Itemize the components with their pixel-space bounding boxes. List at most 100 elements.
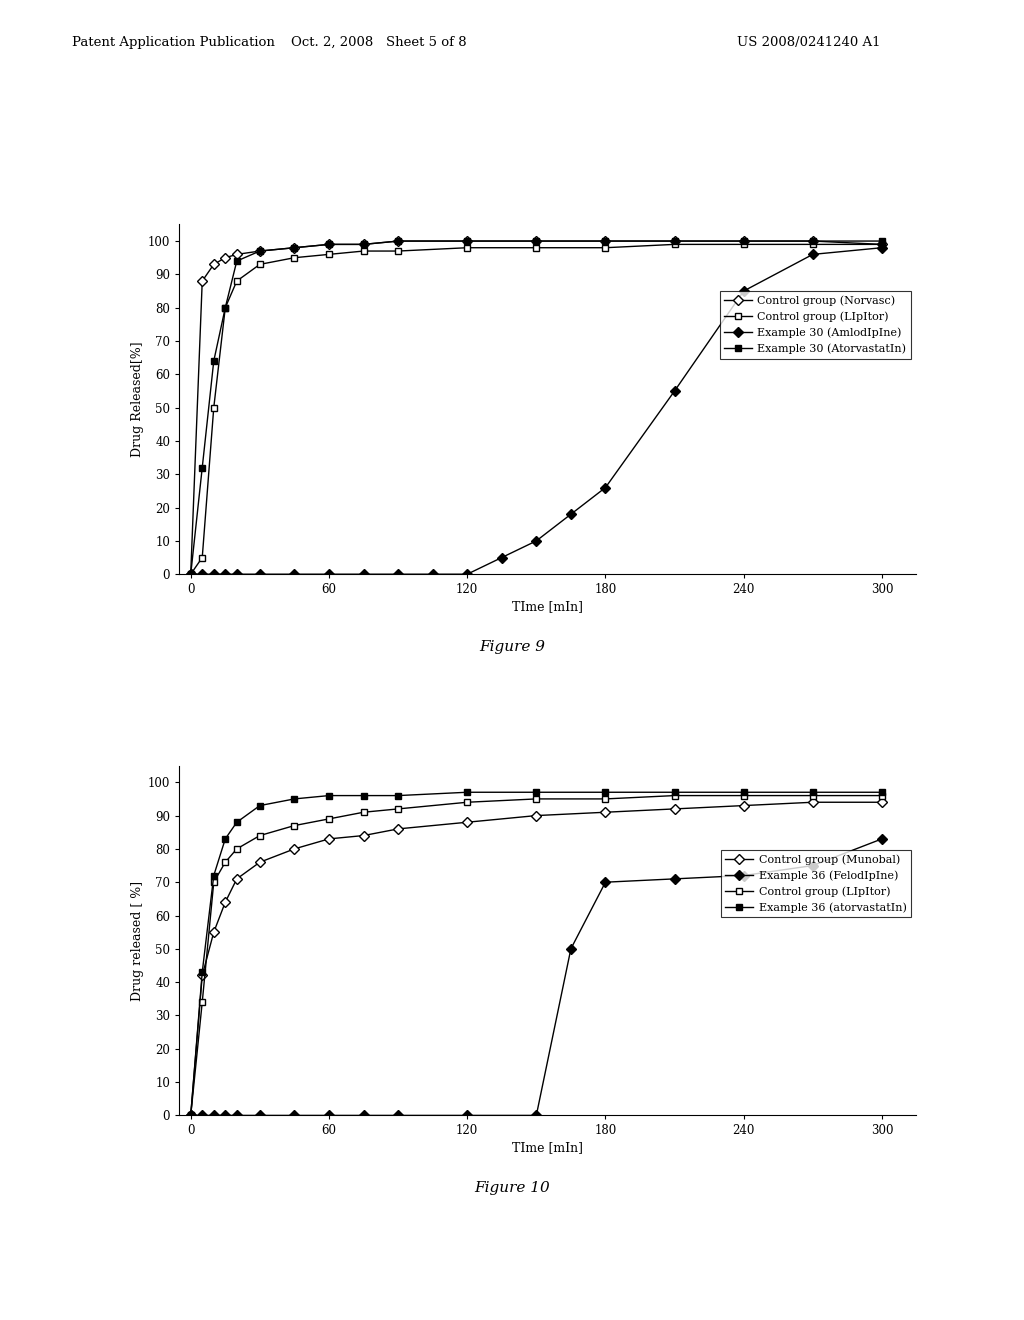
Control group (LIpItor)	[197, 994, 209, 1010]
Control group (Norvasc)	[208, 256, 220, 272]
Control group (Munobal)	[184, 1107, 197, 1123]
Example 30 (AmlodIpIne)	[184, 566, 197, 582]
Control group (LIpItor)	[461, 240, 473, 256]
Control group (Munobal)	[208, 924, 220, 940]
Example 30 (AtorvаstatIn)	[219, 300, 231, 315]
Example 30 (AmlodIpIne)	[461, 566, 473, 582]
Control group (LIpItor)	[669, 236, 681, 252]
Control group (LIpItor)	[807, 788, 819, 804]
Example 36 (atorvаstatIn)	[392, 788, 404, 804]
Control group (LIpItor)	[230, 273, 243, 289]
Example 36 (FelodIpIne)	[807, 858, 819, 874]
Example 36 (FelodIpIne)	[876, 832, 888, 847]
Control group (LIpItor)	[184, 566, 197, 582]
Control group (LIpItor)	[208, 874, 220, 890]
Control group (LIpItor)	[208, 400, 220, 416]
Example 30 (AmlodIpIne)	[876, 240, 888, 256]
Control group (LIpItor)	[392, 801, 404, 817]
Example 36 (FelodIpIne)	[254, 1107, 266, 1123]
Example 30 (AtorvаstatIn)	[357, 236, 370, 252]
Control group (LIpItor)	[357, 243, 370, 259]
Example 30 (AmlodIpIne)	[737, 282, 750, 298]
Example 30 (AmlodIpIne)	[392, 566, 404, 582]
Example 36 (FelodIpIne)	[669, 871, 681, 887]
X-axis label: TIme [mIn]: TIme [mIn]	[512, 601, 584, 614]
Control group (Munobal)	[323, 832, 335, 847]
Control group (LIpItor)	[876, 788, 888, 804]
Example 36 (atorvаstatIn)	[357, 788, 370, 804]
Control group (Munobal)	[599, 804, 611, 820]
Example 30 (AtorvаstatIn)	[530, 234, 543, 249]
Example 36 (atorvаstatIn)	[219, 832, 231, 847]
Example 30 (AtorvаstatIn)	[599, 234, 611, 249]
Example 30 (AmlodIpIne)	[426, 566, 438, 582]
Example 30 (AmlodIpIne)	[599, 479, 611, 495]
Text: Figure 10: Figure 10	[474, 1181, 550, 1196]
Control group (Norvasc)	[197, 273, 209, 289]
Example 36 (FelodIpIne)	[184, 1107, 197, 1123]
Example 36 (atorvаstatIn)	[197, 964, 209, 979]
Control group (Munobal)	[254, 854, 266, 870]
Line: Control group (LIpItor): Control group (LIpItor)	[187, 242, 886, 578]
Example 30 (AtorvаstatIn)	[289, 240, 301, 256]
Control group (LIpItor)	[197, 549, 209, 565]
Example 30 (AtorvаstatIn)	[323, 236, 335, 252]
Control group (Norvasc)	[184, 566, 197, 582]
Control group (Munobal)	[530, 808, 543, 824]
Control group (Norvasc)	[254, 243, 266, 259]
Text: Figure 9: Figure 9	[479, 640, 545, 655]
Example 30 (AmlodIpIne)	[208, 566, 220, 582]
Example 36 (FelodIpIne)	[530, 1107, 543, 1123]
Control group (LIpItor)	[530, 240, 543, 256]
Example 36 (FelodIpIne)	[461, 1107, 473, 1123]
Line: Example 36 (atorvаstatIn): Example 36 (atorvаstatIn)	[187, 789, 886, 1119]
Control group (LIpItor)	[669, 788, 681, 804]
Example 30 (AtorvаstatIn)	[197, 459, 209, 475]
Control group (LIpItor)	[323, 810, 335, 826]
Control group (Munobal)	[392, 821, 404, 837]
Example 30 (AtorvаstatIn)	[254, 243, 266, 259]
Example 30 (AmlodIpIne)	[807, 247, 819, 263]
Control group (LIpItor)	[530, 791, 543, 807]
Control group (Norvasc)	[737, 234, 750, 249]
Control group (LIpItor)	[876, 236, 888, 252]
Example 36 (atorvаstatIn)	[323, 788, 335, 804]
Control group (LIpItor)	[599, 791, 611, 807]
Line: Control group (Norvasc): Control group (Norvasc)	[187, 238, 886, 578]
Control group (LIpItor)	[392, 243, 404, 259]
Control group (Norvasc)	[357, 236, 370, 252]
Legend: Control group (Norvasc), Control group (LIpItor), Example 30 (AmlodIpIne), Examp: Control group (Norvasc), Control group (…	[720, 290, 911, 359]
Control group (Norvasc)	[323, 236, 335, 252]
Example 36 (atorvаstatIn)	[289, 791, 301, 807]
Example 30 (AmlodIpIne)	[357, 566, 370, 582]
Control group (LIpItor)	[230, 841, 243, 857]
Example 30 (AmlodIpIne)	[669, 383, 681, 399]
Control group (Norvasc)	[876, 236, 888, 252]
Example 30 (AtorvаstatIn)	[876, 234, 888, 249]
Example 36 (FelodIpIne)	[289, 1107, 301, 1123]
Control group (Munobal)	[289, 841, 301, 857]
Example 30 (AtorvаstatIn)	[461, 234, 473, 249]
Example 36 (atorvаstatIn)	[599, 784, 611, 800]
X-axis label: TIme [mIn]: TIme [mIn]	[512, 1142, 584, 1155]
Text: Patent Application Publication: Patent Application Publication	[72, 36, 274, 49]
Example 30 (AmlodIpIne)	[323, 566, 335, 582]
Example 36 (FelodIpIne)	[197, 1107, 209, 1123]
Example 30 (AtorvаstatIn)	[184, 566, 197, 582]
Control group (LIpItor)	[254, 828, 266, 843]
Control group (Munobal)	[197, 968, 209, 983]
Example 36 (atorvаstatIn)	[230, 814, 243, 830]
Control group (Munobal)	[230, 871, 243, 887]
Example 36 (FelodIpIne)	[357, 1107, 370, 1123]
Example 36 (FelodIpIne)	[208, 1107, 220, 1123]
Y-axis label: Drug Released[%]: Drug Released[%]	[131, 342, 143, 457]
Example 36 (FelodIpIne)	[230, 1107, 243, 1123]
Example 30 (AtorvаstatIn)	[392, 234, 404, 249]
Control group (LIpItor)	[357, 804, 370, 820]
Control group (LIpItor)	[737, 236, 750, 252]
Example 36 (atorvаstatIn)	[530, 784, 543, 800]
Example 30 (AmlodIpIne)	[219, 566, 231, 582]
Example 30 (AmlodIpIne)	[289, 566, 301, 582]
Control group (Munobal)	[219, 894, 231, 909]
Example 36 (atorvаstatIn)	[254, 797, 266, 813]
